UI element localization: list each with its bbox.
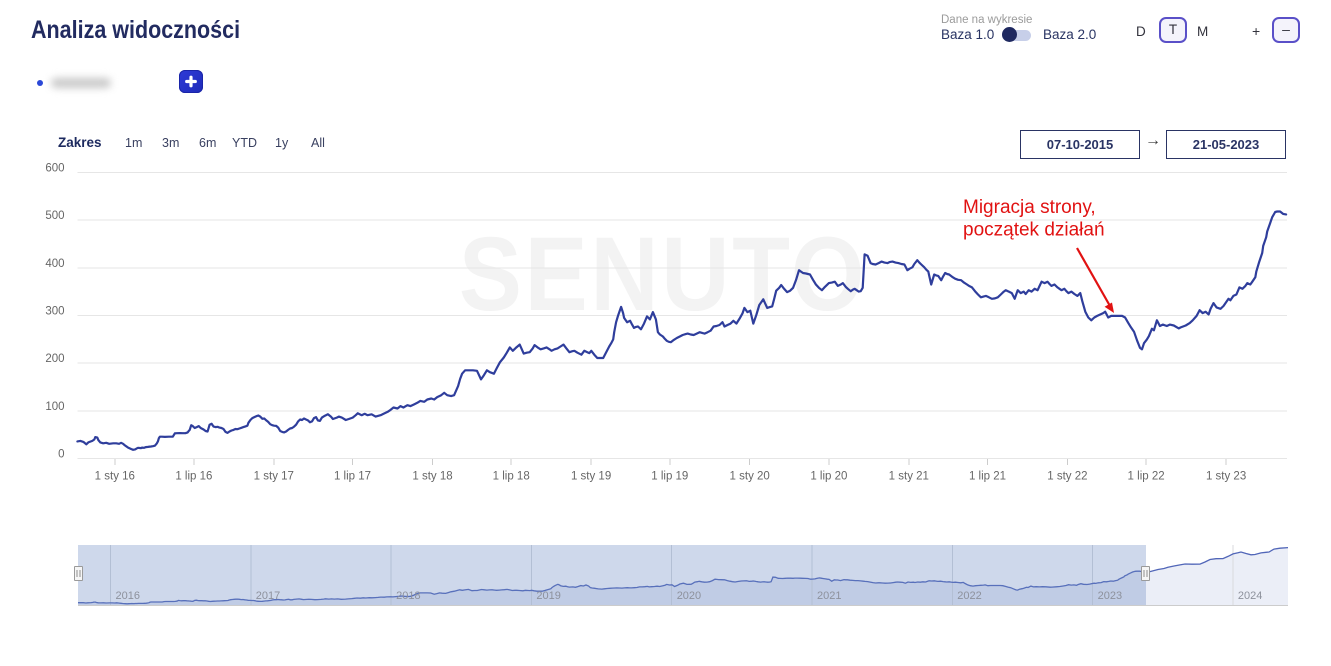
svg-text:2016: 2016 bbox=[116, 590, 140, 602]
svg-text:Migracja strony,: Migracja strony, bbox=[963, 197, 1096, 218]
svg-text:1 sty 20: 1 sty 20 bbox=[730, 471, 770, 483]
svg-text:2021: 2021 bbox=[817, 590, 841, 602]
svg-text:0: 0 bbox=[58, 449, 64, 461]
svg-text:1 lip 19: 1 lip 19 bbox=[651, 471, 688, 483]
svg-text:1 lip 16: 1 lip 16 bbox=[175, 471, 212, 483]
svg-text:2020: 2020 bbox=[677, 590, 701, 602]
svg-text:1 sty 23: 1 sty 23 bbox=[1206, 471, 1246, 483]
svg-text:600: 600 bbox=[45, 162, 64, 174]
svg-text:1 sty 22: 1 sty 22 bbox=[1047, 471, 1087, 483]
svg-text:1 lip 18: 1 lip 18 bbox=[493, 471, 530, 483]
svg-text:300: 300 bbox=[45, 306, 64, 318]
svg-text:2024: 2024 bbox=[1238, 590, 1262, 602]
svg-text:początek działań: początek działań bbox=[963, 220, 1105, 241]
svg-text:400: 400 bbox=[45, 258, 64, 270]
svg-text:2018: 2018 bbox=[396, 590, 420, 602]
svg-text:1 sty 17: 1 sty 17 bbox=[254, 471, 294, 483]
svg-text:1 sty 19: 1 sty 19 bbox=[571, 471, 611, 483]
svg-text:1 lip 17: 1 lip 17 bbox=[334, 471, 371, 483]
svg-text:2017: 2017 bbox=[256, 590, 280, 602]
svg-text:500: 500 bbox=[45, 210, 64, 222]
svg-text:1 lip 21: 1 lip 21 bbox=[969, 471, 1006, 483]
svg-text:100: 100 bbox=[45, 401, 64, 413]
svg-text:2022: 2022 bbox=[957, 590, 981, 602]
svg-text:1 sty 18: 1 sty 18 bbox=[412, 471, 452, 483]
svg-text:2019: 2019 bbox=[536, 590, 560, 602]
svg-text:200: 200 bbox=[45, 353, 64, 365]
svg-text:1 sty 21: 1 sty 21 bbox=[889, 471, 929, 483]
svg-text:1 sty 16: 1 sty 16 bbox=[95, 471, 135, 483]
svg-text:1 lip 22: 1 lip 22 bbox=[1128, 471, 1165, 483]
svg-text:2023: 2023 bbox=[1098, 590, 1122, 602]
svg-text:1 lip 20: 1 lip 20 bbox=[810, 471, 847, 483]
